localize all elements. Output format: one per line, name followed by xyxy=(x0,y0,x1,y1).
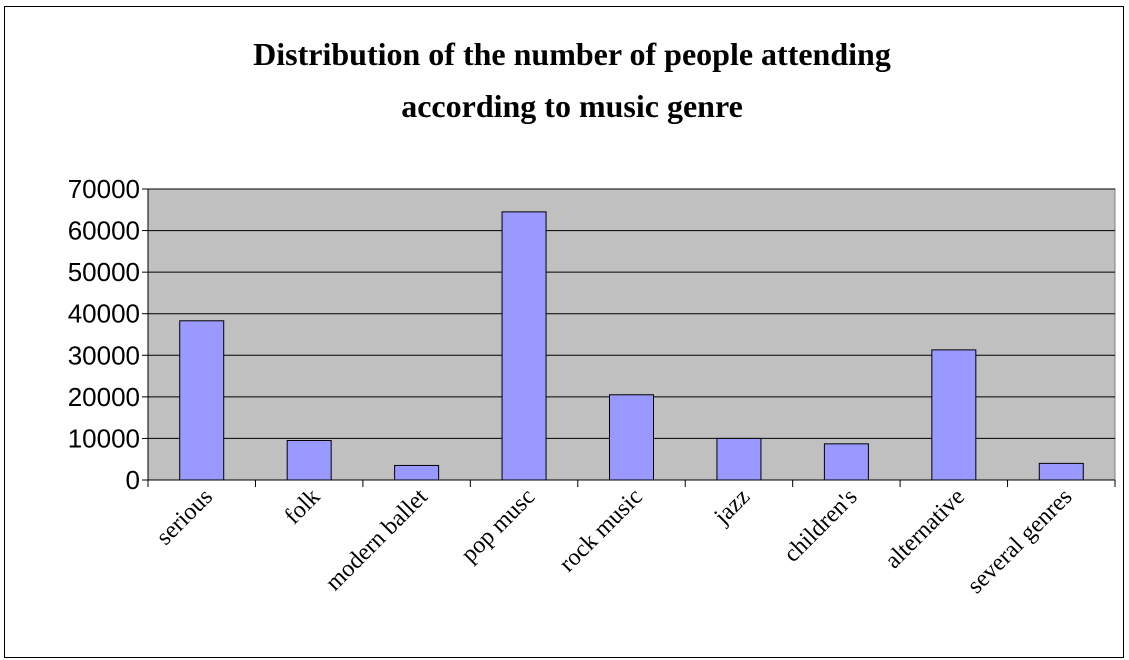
chart-title-line-1: Distribution of the number of people att… xyxy=(253,36,891,72)
bar-folk xyxy=(286,440,332,481)
x-tick-label: pop musc xyxy=(456,484,540,568)
bar-alternative xyxy=(931,349,977,481)
y-tick-label: 50000 xyxy=(68,257,140,287)
x-tick-label: folk xyxy=(280,484,326,530)
bar-jazz xyxy=(716,437,762,481)
bar-rock-music xyxy=(609,394,654,481)
x-tick-label: children's xyxy=(779,484,863,568)
chart-title-line-2: according to music genre xyxy=(401,88,743,124)
y-tick-label: 0 xyxy=(126,465,140,495)
y-tick-label: 70000 xyxy=(68,174,140,204)
x-tick-label: serious xyxy=(151,484,217,550)
bar-serious xyxy=(179,320,225,481)
x-tick-label: modern ballet xyxy=(321,484,433,596)
axes xyxy=(142,188,1116,487)
bar-children-s xyxy=(823,443,869,481)
y-tick-label: 60000 xyxy=(68,216,140,246)
bars xyxy=(179,211,1084,481)
x-tick-label: alternative xyxy=(880,484,970,574)
x-tick-label: several genres xyxy=(963,484,1078,599)
y-tick-label: 10000 xyxy=(68,423,140,453)
y-tick-labels: 0 10000 20000 30000 40000 50000 60000 70000 xyxy=(68,174,140,495)
x-tick-label: rock music xyxy=(554,484,647,577)
y-tick-label: 20000 xyxy=(68,382,140,412)
bar-modern-ballet xyxy=(394,464,440,481)
bar-pop-musc xyxy=(501,211,547,481)
y-tick-label: 30000 xyxy=(68,340,140,370)
y-tick-label: 40000 xyxy=(68,299,140,329)
x-tick-label: jazz xyxy=(709,484,755,530)
bar-several-genres xyxy=(1038,462,1084,481)
